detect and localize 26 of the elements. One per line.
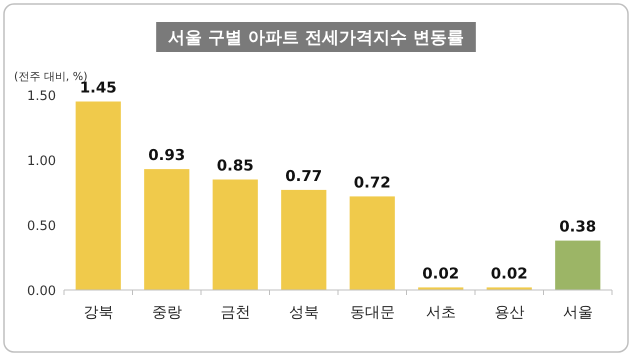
y-tick-label: 1.50	[27, 89, 56, 104]
bar	[350, 196, 395, 290]
x-tick-label: 중랑	[152, 303, 182, 321]
data-label: 0.72	[354, 173, 391, 192]
data-label: 0.77	[285, 166, 322, 185]
y-tick-label: 1.00	[27, 154, 56, 169]
data-label: 0.93	[148, 146, 186, 164]
bar	[144, 169, 190, 290]
y-tick-label: 0.00	[27, 284, 56, 299]
data-label: 0.85	[216, 156, 254, 174]
x-tick-label: 성북	[288, 303, 319, 321]
x-tick-label: 서초	[426, 303, 456, 321]
bar	[76, 102, 121, 290]
bar	[281, 190, 326, 290]
x-tick-label: 용산	[494, 303, 524, 321]
x-tick-label: 동대문	[350, 303, 395, 321]
chart-title: 서울 구별 아파트 전세가격지수 변동률	[168, 28, 464, 48]
data-label: 0.02	[490, 264, 528, 282]
x-tick-label: 서울	[562, 303, 593, 321]
data-label: 0.38	[559, 218, 596, 236]
bar	[555, 240, 600, 290]
x-tick-label: 강북	[83, 303, 114, 321]
y-tick-label: 0.50	[27, 219, 56, 234]
bar	[212, 180, 258, 290]
data-label: 0.02	[422, 264, 460, 282]
x-tick-label: 금천	[220, 303, 250, 321]
